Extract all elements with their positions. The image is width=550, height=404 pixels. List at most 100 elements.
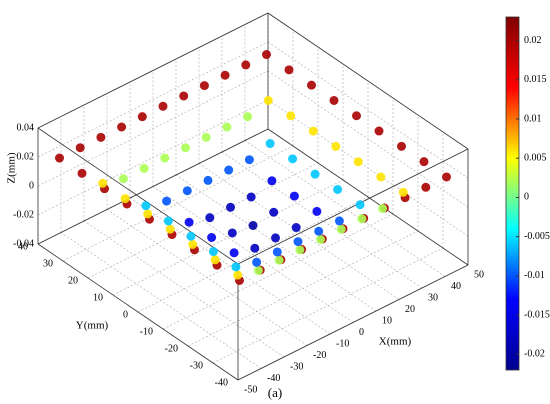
grid-line (212, 247, 444, 364)
point (160, 153, 170, 163)
point (295, 245, 305, 255)
y-tick-label: 30 (43, 258, 53, 269)
y-tick-label: -40 (215, 377, 228, 388)
point (397, 141, 406, 151)
point (165, 224, 175, 234)
point (271, 233, 280, 243)
box-edge (237, 148, 469, 265)
point (246, 192, 256, 202)
box-edge (267, 128, 469, 266)
point (250, 243, 260, 253)
y-tick-label: -20 (165, 343, 178, 354)
point (162, 196, 172, 206)
colorbar-tick-label: 0.02 (524, 35, 542, 46)
point (334, 216, 344, 226)
point (421, 182, 431, 192)
point (120, 194, 130, 204)
point (98, 178, 108, 188)
grid-line (162, 213, 394, 330)
point (243, 112, 253, 122)
point (374, 126, 384, 136)
grid-line (37, 99, 269, 216)
box-edge (37, 12, 269, 129)
point (310, 169, 320, 179)
point (184, 217, 194, 227)
grid-line (175, 174, 377, 312)
point (286, 111, 296, 121)
x-tick-label: 20 (405, 304, 415, 315)
colorbar-tick-label: 0 (524, 192, 529, 203)
box-edge (37, 243, 239, 381)
point (252, 257, 262, 267)
point (143, 209, 153, 219)
box-edge (37, 127, 239, 265)
point (220, 70, 230, 80)
x-tick-label: 30 (428, 292, 438, 303)
point (227, 228, 237, 238)
point (208, 247, 218, 257)
point (55, 153, 64, 163)
point (336, 224, 346, 234)
point (352, 111, 361, 121)
grid-line (83, 220, 285, 358)
grid-line (267, 70, 469, 208)
grid-line (37, 41, 269, 158)
y-axis-label: Y(mm) (76, 320, 109, 332)
grid-line (244, 140, 446, 277)
point (75, 143, 85, 153)
x-tick-label: 50 (474, 269, 484, 280)
colorbar (505, 16, 520, 371)
colorbar-tick-label: -0.005 (524, 231, 550, 242)
grid-line (267, 99, 469, 237)
x-tick-label: 40 (451, 281, 461, 292)
point (179, 91, 189, 101)
x-axis-label: X(mm) (379, 336, 412, 348)
point (210, 255, 220, 265)
point (199, 81, 209, 91)
point (226, 202, 235, 212)
grid-line (267, 41, 469, 179)
point (117, 122, 127, 132)
point (203, 175, 213, 185)
point (201, 132, 211, 142)
point (188, 240, 198, 249)
point (331, 141, 341, 151)
x-tick-label: -50 (244, 384, 257, 395)
grid-line (37, 70, 269, 187)
y-tick-label: -30 (190, 360, 203, 371)
point (314, 226, 324, 236)
grid-line (87, 162, 319, 279)
box-edge (237, 264, 469, 381)
point (241, 60, 251, 70)
point (77, 168, 87, 178)
point (289, 191, 299, 201)
caption: (a) (268, 385, 282, 400)
box-edge (267, 12, 469, 150)
point (274, 255, 284, 265)
x-tick-label: -30 (290, 361, 303, 372)
point (265, 139, 275, 149)
box-edge (37, 128, 269, 245)
point (308, 126, 318, 136)
point (419, 157, 429, 167)
z-tick-label: 0.02 (17, 151, 35, 162)
y-tick-label: -10 (140, 326, 153, 337)
z-tick-label: -0.04 (13, 238, 34, 249)
point (207, 233, 217, 242)
point (231, 262, 241, 272)
point (398, 187, 408, 197)
point (244, 155, 254, 165)
colorbar-tick-label: 0.015 (524, 74, 547, 85)
point (262, 50, 271, 60)
point (291, 223, 301, 233)
point (186, 231, 196, 241)
z-axis-label: Z(mm) (6, 152, 18, 183)
point (137, 112, 147, 122)
point (442, 172, 451, 182)
point (316, 235, 325, 244)
grid-line (187, 230, 419, 347)
point (224, 165, 234, 175)
point (312, 206, 322, 216)
point (96, 132, 106, 142)
colorbar-tick-label: 0.005 (524, 152, 547, 163)
